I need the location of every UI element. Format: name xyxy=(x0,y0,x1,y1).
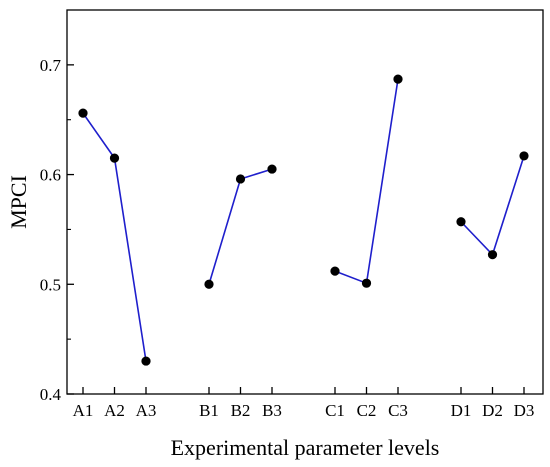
y-axis: 0.4 0.5 0.6 0.7 xyxy=(40,56,74,404)
data-point-a3 xyxy=(141,356,151,366)
series-group xyxy=(78,74,529,366)
data-point-a1 xyxy=(78,108,88,118)
x-tick-label-b3: B3 xyxy=(262,401,282,420)
x-tick-label-b2: B2 xyxy=(231,401,251,420)
data-point-c2 xyxy=(361,278,372,288)
series-line-group-4 xyxy=(460,155,525,257)
data-point-a2 xyxy=(109,153,120,163)
data-point-d2 xyxy=(487,250,498,260)
data-point-b2 xyxy=(235,174,246,184)
x-tick-label-a1: A1 xyxy=(73,401,94,420)
data-point-d3 xyxy=(519,151,529,161)
x-tick-label-c3: C3 xyxy=(388,401,408,420)
data-point-b1 xyxy=(204,279,214,289)
x-tick-label-c1: C1 xyxy=(325,401,345,420)
data-point-c3 xyxy=(393,74,403,84)
series-line-group-2 xyxy=(208,168,273,285)
series-line-group-3 xyxy=(334,78,399,285)
x-tick-label-d1: D1 xyxy=(451,401,472,420)
x-tick-label-c2: C2 xyxy=(357,401,377,420)
series-line-group-1 xyxy=(82,112,147,362)
plot-frame xyxy=(66,9,544,395)
y-tick-label: 0.5 xyxy=(40,275,61,294)
x-tick-label-d3: D3 xyxy=(514,401,535,420)
data-point-c1 xyxy=(330,266,340,276)
y-tick-label: 0.7 xyxy=(40,56,62,75)
x-tick-label-a3: A3 xyxy=(136,401,157,420)
x-tick-label-d2: D2 xyxy=(482,401,503,420)
x-tick-label-a2: A2 xyxy=(104,401,125,420)
y-tick-label: 0.4 xyxy=(40,385,62,404)
x-axis-title: Experimental parameter levels xyxy=(171,435,440,460)
y-tick-label: 0.6 xyxy=(40,166,61,185)
x-tick-label-b1: B1 xyxy=(199,401,219,420)
y-axis-title: MPCI xyxy=(6,175,31,229)
data-point-b3 xyxy=(267,164,277,174)
x-axis: A1 A2 A3 B1 B2 B3 C1 C2 C3 D1 D2 D3 xyxy=(73,387,535,420)
data-point-d1 xyxy=(456,217,466,227)
